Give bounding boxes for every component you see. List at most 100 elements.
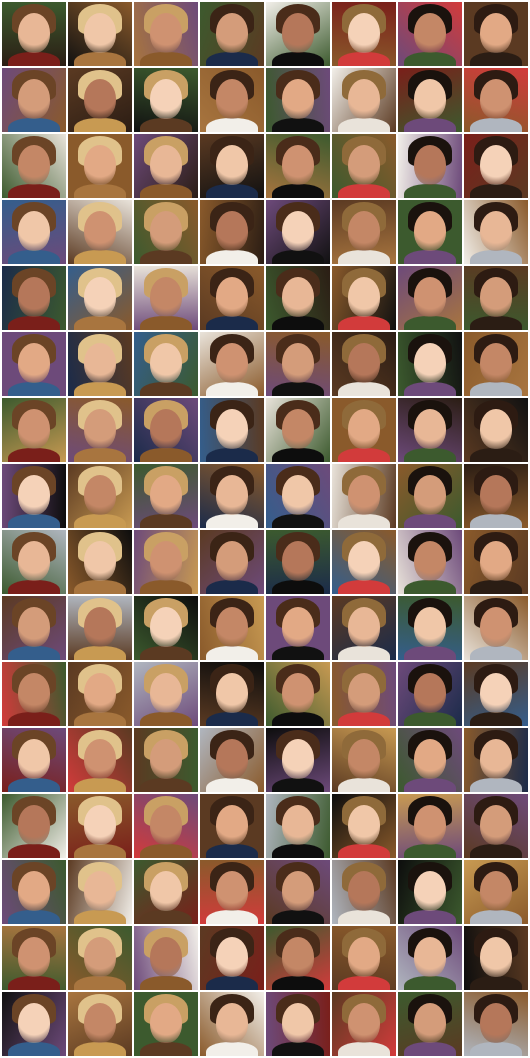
face-shape	[18, 145, 50, 185]
face-shape	[216, 739, 248, 779]
face-shape	[348, 145, 380, 185]
shoulders-shape	[272, 514, 324, 528]
face-shape	[282, 541, 314, 581]
face-tile	[266, 68, 330, 132]
face-tile	[68, 926, 132, 990]
face-tile	[2, 992, 66, 1056]
face-shape	[216, 871, 248, 911]
face-shape	[282, 475, 314, 515]
face-tile	[398, 662, 462, 726]
face-shape	[150, 1003, 182, 1043]
shoulders-shape	[470, 514, 522, 528]
shoulders-shape	[338, 646, 390, 660]
face-tile	[332, 926, 396, 990]
face-shape	[282, 13, 314, 53]
shoulders-shape	[74, 52, 126, 66]
face-tile	[200, 662, 264, 726]
face-tile	[266, 662, 330, 726]
face-tile	[266, 2, 330, 66]
face-tile	[2, 332, 66, 396]
face-shape	[150, 673, 182, 713]
shoulders-shape	[140, 778, 192, 792]
face-shape	[18, 277, 50, 317]
face-tile	[200, 530, 264, 594]
face-shape	[480, 937, 512, 977]
face-shape	[480, 277, 512, 317]
face-shape	[84, 343, 116, 383]
face-tile	[398, 464, 462, 528]
face-tile	[464, 860, 528, 924]
shoulders-shape	[206, 778, 258, 792]
face-tile	[200, 926, 264, 990]
shoulders-shape	[404, 712, 456, 726]
face-shape	[480, 145, 512, 185]
face-shape	[150, 277, 182, 317]
shoulders-shape	[206, 646, 258, 660]
shoulders-shape	[404, 514, 456, 528]
face-shape	[282, 739, 314, 779]
face-tile	[266, 794, 330, 858]
face-shape	[150, 937, 182, 977]
face-tile	[200, 596, 264, 660]
face-tile	[464, 662, 528, 726]
shoulders-shape	[74, 448, 126, 462]
face-shape	[282, 871, 314, 911]
shoulders-shape	[74, 514, 126, 528]
shoulders-shape	[74, 778, 126, 792]
face-shape	[414, 409, 446, 449]
shoulders-shape	[272, 910, 324, 924]
face-shape	[18, 1003, 50, 1043]
shoulders-shape	[404, 910, 456, 924]
face-tile	[464, 596, 528, 660]
face-tile	[2, 596, 66, 660]
face-shape	[216, 1003, 248, 1043]
face-tile	[332, 662, 396, 726]
shoulders-shape	[470, 382, 522, 396]
face-tile	[332, 596, 396, 660]
face-shape	[348, 475, 380, 515]
face-shape	[84, 409, 116, 449]
face-shape	[414, 805, 446, 845]
face-shape	[216, 277, 248, 317]
face-shape	[414, 937, 446, 977]
shoulders-shape	[338, 1042, 390, 1056]
face-shape	[18, 805, 50, 845]
face-tile	[398, 596, 462, 660]
shoulders-shape	[470, 580, 522, 594]
shoulders-shape	[272, 580, 324, 594]
shoulders-shape	[338, 778, 390, 792]
shoulders-shape	[74, 844, 126, 858]
face-shape	[480, 409, 512, 449]
face-tile	[134, 530, 198, 594]
face-shape	[480, 805, 512, 845]
shoulders-shape	[206, 184, 258, 198]
shoulders-shape	[206, 448, 258, 462]
face-tile	[266, 860, 330, 924]
face-tile	[68, 662, 132, 726]
face-tile	[134, 596, 198, 660]
face-tile	[134, 266, 198, 330]
face-tile	[200, 794, 264, 858]
shoulders-shape	[404, 646, 456, 660]
face-tile	[266, 200, 330, 264]
face-shape	[348, 1003, 380, 1043]
shoulders-shape	[338, 448, 390, 462]
face-tile	[266, 134, 330, 198]
shoulders-shape	[272, 448, 324, 462]
face-shape	[150, 343, 182, 383]
face-tile	[398, 992, 462, 1056]
face-shape	[84, 607, 116, 647]
shoulders-shape	[140, 646, 192, 660]
face-shape	[282, 1003, 314, 1043]
face-shape	[348, 871, 380, 911]
face-tile	[134, 794, 198, 858]
face-shape	[480, 673, 512, 713]
shoulders-shape	[74, 250, 126, 264]
face-shape	[348, 211, 380, 251]
face-tile	[398, 68, 462, 132]
shoulders-shape	[8, 184, 60, 198]
shoulders-shape	[470, 910, 522, 924]
shoulders-shape	[8, 580, 60, 594]
face-tile	[266, 992, 330, 1056]
face-shape	[84, 13, 116, 53]
